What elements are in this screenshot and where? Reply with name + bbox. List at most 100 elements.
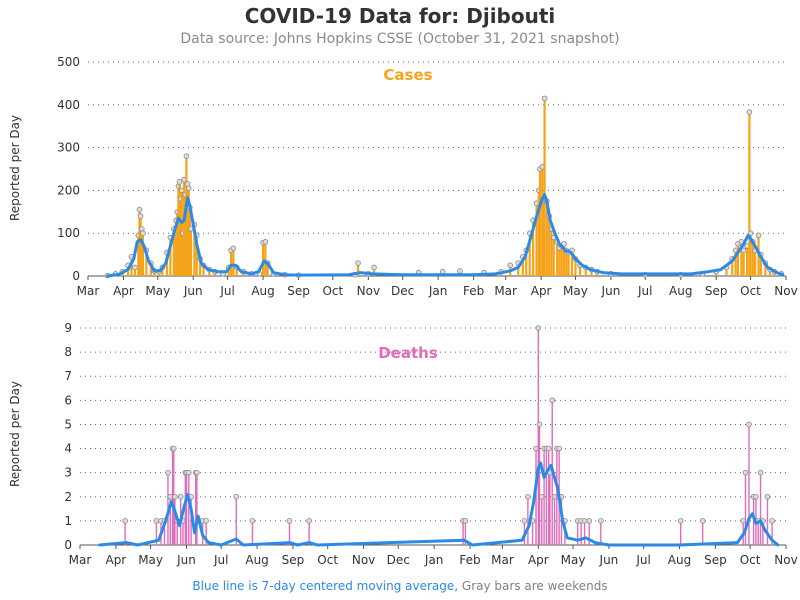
deaths-point-marker: [753, 493, 759, 500]
deaths-x-tick-label: Sep: [282, 553, 305, 567]
deaths-y-tick-label: 0: [64, 538, 72, 552]
deaths-point-marker: [769, 518, 775, 524]
deaths-y-tick-label: 2: [64, 490, 72, 504]
cases-point-marker: [755, 232, 762, 239]
cases-y-tick-label: 0: [72, 269, 80, 283]
cases-point-marker: [230, 245, 237, 251]
deaths-y-tick-label: 5: [64, 417, 72, 431]
cases-x-tick-label: Mar: [494, 284, 517, 298]
deaths-point-marker: [535, 325, 542, 331]
deaths-x-tick-label: Dec: [387, 553, 410, 567]
deaths-point-marker: [153, 518, 160, 524]
deaths-x-tick-label: May: [138, 553, 163, 567]
deaths-moving-average-line: [98, 461, 780, 547]
cases-point-marker: [457, 268, 463, 274]
cases-x-tick-label: Jul: [637, 284, 652, 298]
cases-x-tick-label: Jun: [183, 284, 203, 298]
deaths-point-marker: [746, 421, 752, 428]
cases-y-tick-label: 500: [57, 55, 80, 69]
cases-x-tick-label: Jun: [601, 284, 621, 298]
deaths-y-tick-label: 9: [64, 321, 72, 335]
deaths-x-tick-label: Nov: [774, 553, 797, 567]
deaths-point-marker: [165, 469, 171, 476]
cases-x-tick-label: Dec: [391, 284, 414, 298]
deaths-x-tick-label: Jul: [635, 553, 650, 567]
deaths-y-tick-label: 3: [64, 466, 72, 480]
deaths-point-marker: [286, 518, 293, 524]
cases-x-tick-label: Sep: [705, 284, 728, 298]
chart-title: COVID-19 Data for: Djibouti: [244, 4, 556, 28]
deaths-point-marker: [677, 518, 684, 524]
cases-x-tick-label: May: [563, 284, 588, 298]
deaths-point-marker: [581, 518, 588, 524]
cases-point-marker: [561, 241, 567, 247]
deaths-point-marker: [764, 493, 771, 500]
deaths-x-tick-label: Jul: [213, 553, 228, 567]
deaths-x-tick-label: Nov: [352, 553, 375, 567]
cases-point-marker: [176, 179, 183, 185]
deaths-y-tick-label: 1: [64, 514, 72, 528]
cases-x-tick-label: Sep: [287, 284, 310, 298]
deaths-point-marker: [306, 518, 312, 524]
deaths-point-marker: [549, 397, 556, 404]
deaths-point-marker: [525, 493, 531, 500]
cases-point-marker: [136, 206, 143, 213]
cases-x-tick-label: Oct: [322, 284, 343, 298]
deaths-point-marker: [598, 518, 604, 524]
deaths-point-marker: [699, 518, 706, 524]
cases-x-tick-label: Aug: [251, 284, 274, 298]
cases-point-marker: [746, 109, 753, 115]
cases-x-tick-label: Nov: [774, 284, 797, 298]
cases-point-marker: [183, 153, 190, 159]
deaths-x-tick-label: Jun: [176, 553, 196, 567]
deaths-chart: 0 1 2 3 4 5 6 7 8 9 Mar Apr May Jun Jul Aug Sep Oct Nov Dec…: [8, 321, 798, 567]
deaths-x-tick-label: Mar: [69, 553, 92, 567]
footer-average-note: Blue line is 7-day centered moving avera…: [192, 579, 459, 593]
deaths-x-tick-label: Aug: [245, 553, 268, 567]
deaths-x-tick-label: Oct: [740, 553, 761, 567]
cases-x-tick-label: Oct: [740, 284, 761, 298]
deaths-point-marker: [233, 493, 240, 500]
deaths-x-tick-label: Oct: [317, 553, 338, 567]
deaths-x-tick-label: Feb: [459, 553, 480, 567]
deaths-x-tick-label: Sep: [704, 553, 727, 567]
cases-point-marker: [137, 213, 144, 219]
deaths-x-tick-label: May: [561, 553, 586, 567]
cases-point-marker: [507, 262, 514, 269]
cases-point-marker: [185, 185, 192, 192]
deaths-point-marker: [170, 445, 177, 452]
cases-panel-title: Cases: [383, 66, 432, 84]
chart-footer: Blue line is 7-day centered moving avera…: [0, 579, 800, 593]
deaths-point-marker: [122, 518, 128, 524]
cases-point-marker: [132, 264, 138, 271]
cases-point-marker: [541, 95, 548, 102]
cases-x-tick-label: Jul: [219, 284, 234, 298]
chart-subtitle: Data source: Johns Hopkins CSSE (October…: [180, 31, 620, 47]
cases-x-tick-label: Nov: [357, 284, 380, 298]
deaths-point-marker: [586, 518, 593, 524]
cases-x-tick-label: Jan: [428, 284, 448, 298]
deaths-point-marker: [203, 518, 209, 524]
cases-x-tick-label: Apr: [531, 284, 552, 298]
cases-x-tick-label: Mar: [77, 284, 100, 298]
deaths-y-tick-label: 8: [64, 345, 72, 359]
deaths-x-tick-label: Apr: [528, 553, 549, 567]
cases-point-marker: [371, 264, 377, 271]
deaths-y-tick-label: 7: [64, 369, 72, 383]
deaths-point-marker: [536, 421, 543, 428]
deaths-y-tick-label: 6: [64, 393, 72, 407]
deaths-y-tick-label: 4: [64, 442, 72, 456]
deaths-y-axis-label: Reported per Day: [8, 381, 22, 487]
deaths-point-marker: [194, 469, 200, 476]
deaths-x-tick-label: Mar: [491, 553, 514, 567]
deaths-x-tick-label: Aug: [668, 553, 691, 567]
cases-y-tick-label: 200: [57, 183, 80, 197]
deaths-point-marker: [545, 445, 552, 452]
deaths-point-marker: [462, 518, 469, 524]
cases-point-marker: [355, 260, 361, 266]
cases-x-tick-label: Apr: [113, 284, 134, 298]
deaths-point-marker: [556, 445, 562, 452]
cases-chart: 0 100 200 300 400 500 Mar Apr May Jun Jul Aug Sep Oct…: [8, 55, 798, 298]
deaths-point-marker: [757, 469, 764, 476]
footer-weekend-note: Gray bars are weekends: [458, 579, 608, 593]
